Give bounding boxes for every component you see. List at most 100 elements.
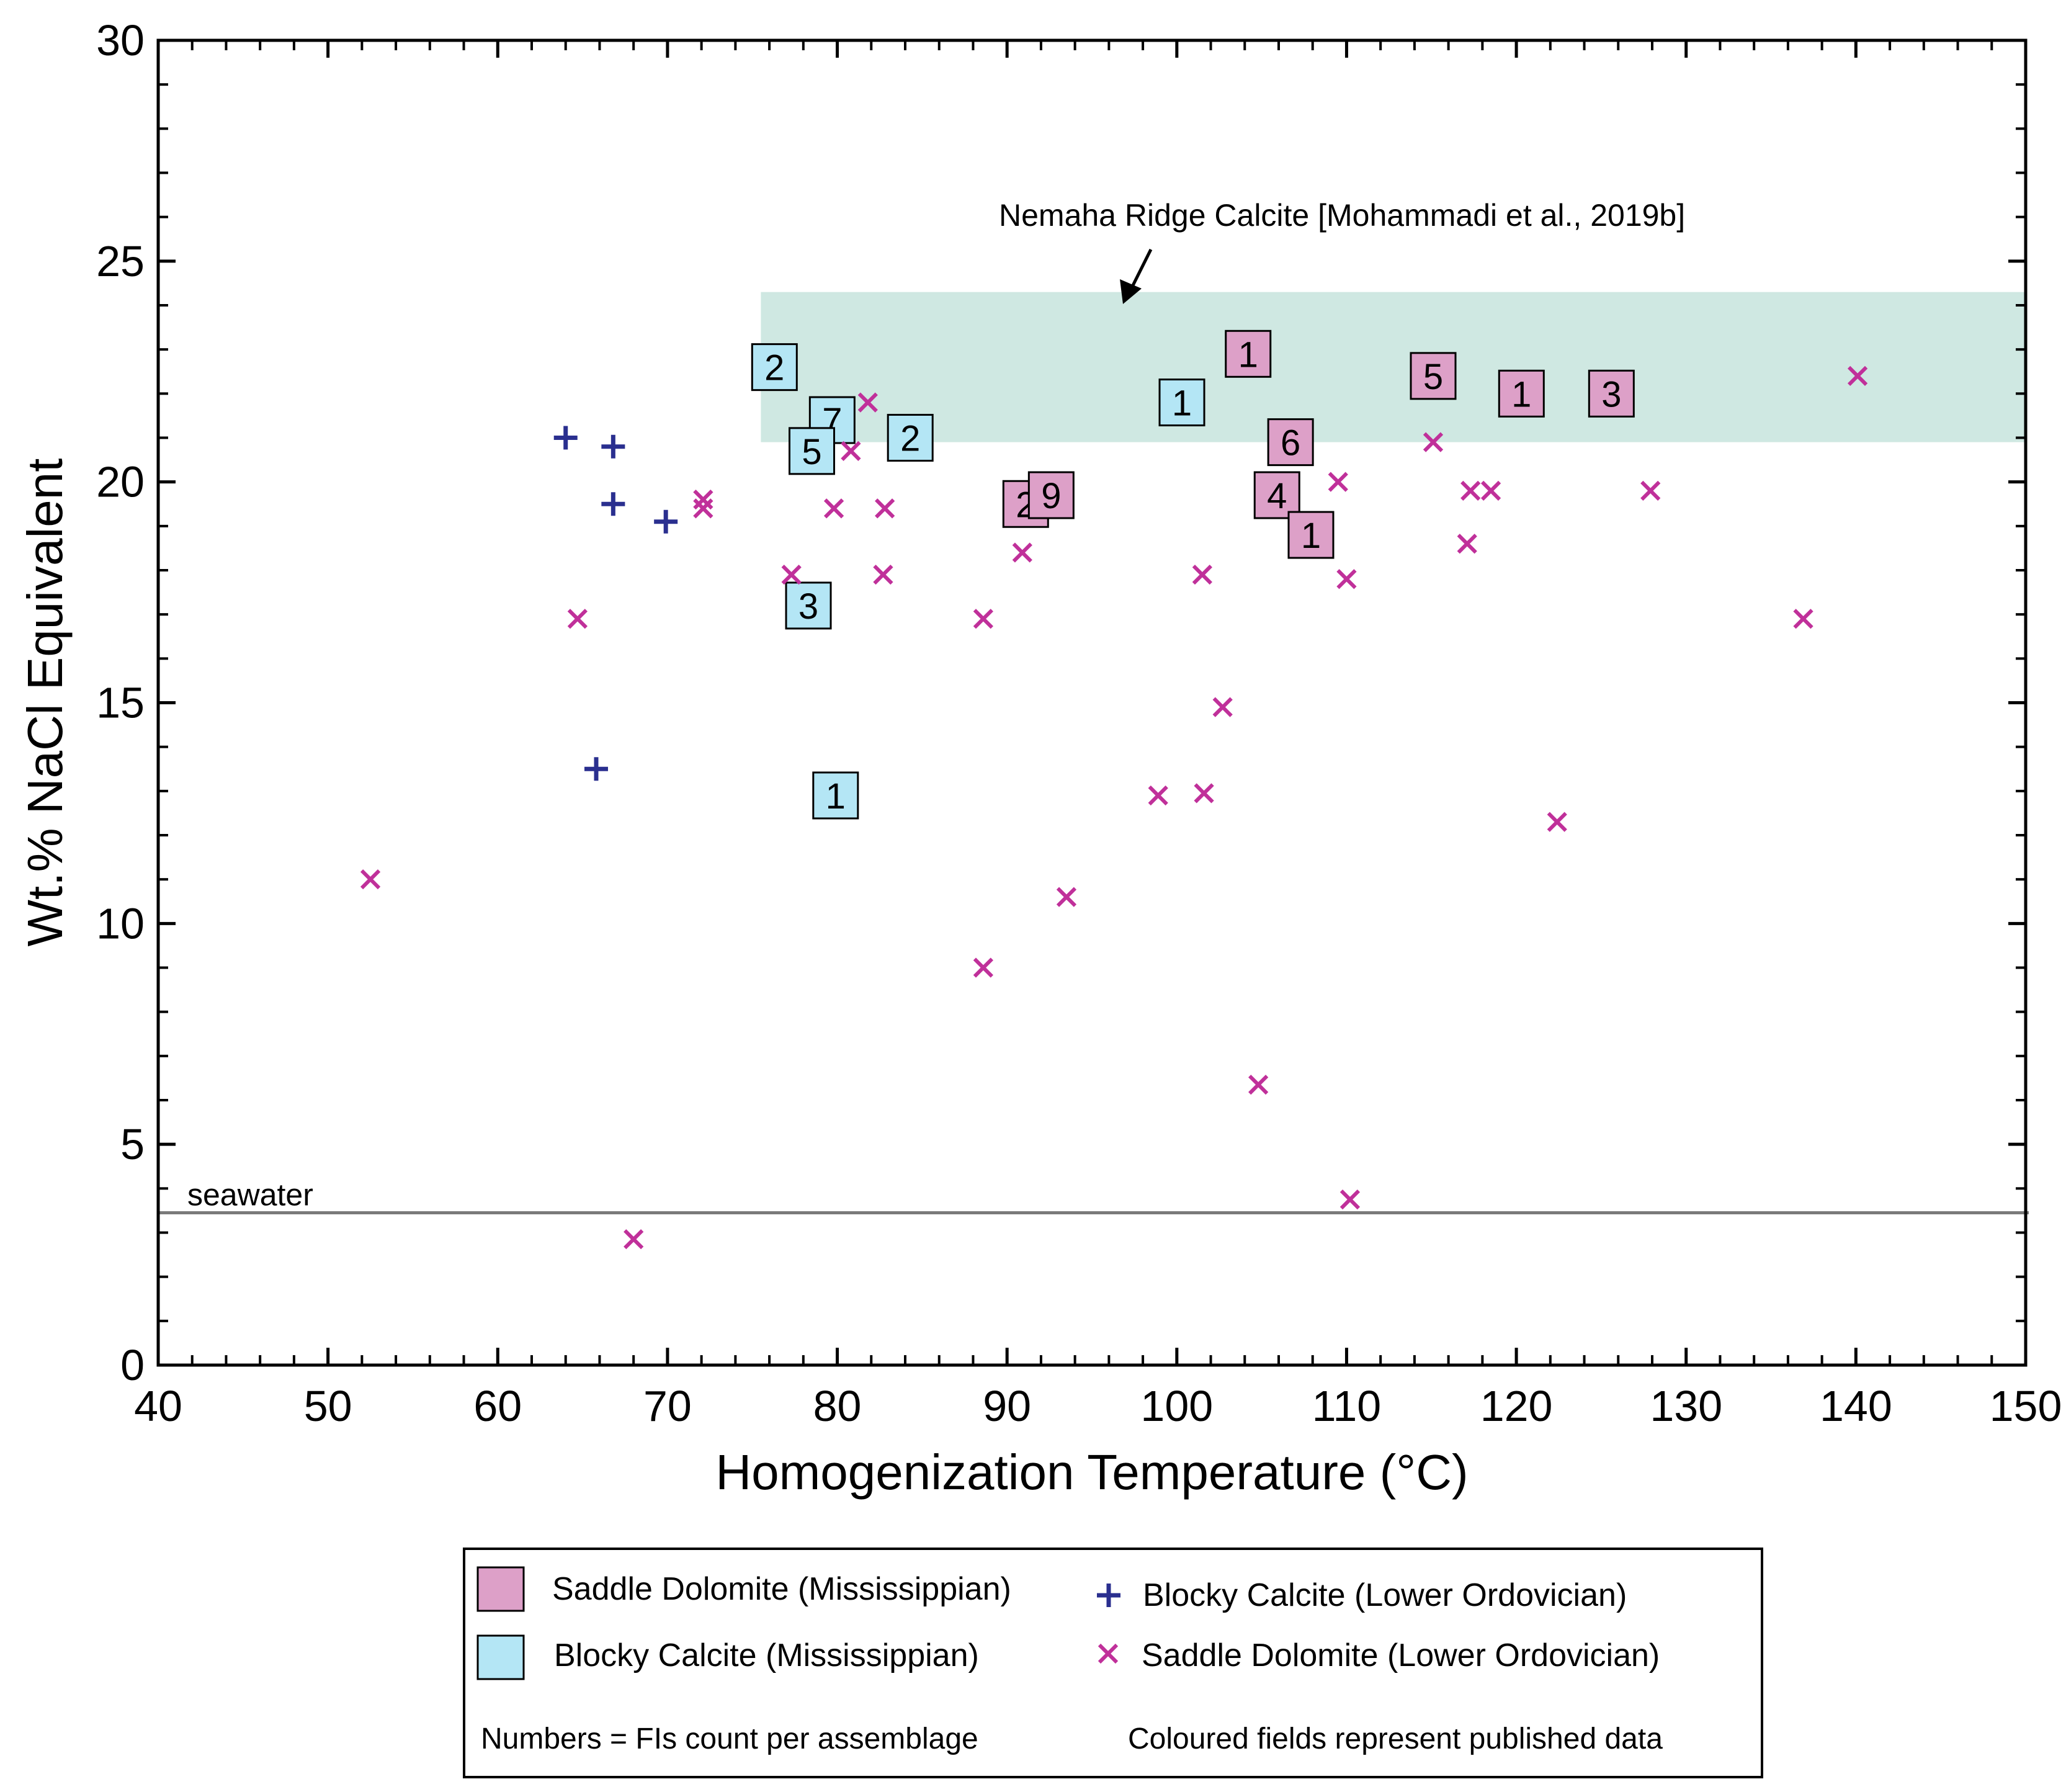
seawater-label: seawater (187, 1177, 313, 1212)
x-tick-label: 100 (1140, 1382, 1213, 1430)
field-arrow-shaft (1129, 248, 1153, 292)
x-tick-label: 50 (304, 1382, 352, 1430)
legend-marker-plus (1097, 1584, 1120, 1607)
x-tick-label: 130 (1650, 1382, 1722, 1430)
blocky-calcite-mississippian-square (1158, 379, 1205, 427)
plot-background (158, 40, 2026, 1365)
x-tick-label: 150 (1990, 1382, 2062, 1430)
saddle-dolomite-lower-ordovician-point (1212, 697, 1233, 717)
saddle-dolomite-lower-ordovician-point (693, 490, 713, 510)
nemaha-ridge-field (761, 292, 2026, 442)
saddle-dolomite-lower-ordovician-point (1248, 1074, 1269, 1095)
saddle-dolomite-lower-ordovician-point (1192, 564, 1212, 585)
saddle-dolomite-lower-ordovician-point (1012, 542, 1032, 563)
saddle-dolomite-lower-ordovician-point (857, 392, 878, 413)
saddle-dolomite-lower-ordovician-point (1194, 783, 1214, 804)
saddle-dolomite-mississippian-square (1253, 471, 1300, 519)
y-tick-label: 10 (96, 899, 145, 948)
blocky-calcite-mississippian-count-label: 3 (798, 586, 818, 627)
saddle-dolomite-lower-ordovician-point (567, 609, 588, 629)
blocky-calcite-lower-ordovician-point (601, 492, 625, 516)
saddle-dolomite-mississippian-square (1287, 511, 1335, 559)
annotation-layer: Nemaha Ridge Calcite [Mohammadi et al., … (999, 198, 1685, 304)
saddle-dolomite-mississippian-count-label: 3 (1601, 374, 1621, 414)
legend-note-fields: Coloured fields represent published data (1128, 1723, 1663, 1755)
x-tick-label: 140 (1820, 1382, 1892, 1430)
saddle-dolomite-mississippian-point: 3 (1588, 369, 1635, 418)
legend-swatch-saddle-dolomite-mississippian (476, 1566, 525, 1612)
saddle-dolomite-lower-ordovician-point (624, 1229, 644, 1250)
y-tick-label: 20 (96, 458, 145, 506)
blocky-calcite-mississippian-square (887, 414, 934, 462)
saddle-dolomite-mississippian-point: 1 (1225, 329, 1272, 378)
blocky-calcite-mississippian-point: 5 (789, 427, 835, 475)
y-tick-label: 0 (120, 1341, 145, 1389)
saddle-dolomite-mississippian-count-label: 1 (1238, 334, 1258, 375)
legend-label-saddle-dolomite-lower-ordovician: Saddle Dolomite (Lower Ordovician) (1142, 1637, 1660, 1673)
saddle-dolomite-mississippian-count-label: 6 (1281, 423, 1300, 464)
reference-line-layer: seawater (158, 1177, 2029, 1214)
saddle-dolomite-lower-ordovician-point (1339, 1189, 1361, 1210)
blocky-calcite-mississippian-point: 1 (812, 771, 859, 820)
saddle-dolomite-lower-ordovician-point (973, 957, 993, 978)
x-tick-label: 60 (473, 1382, 522, 1430)
blocky-calcite-mississippian-count-label: 2 (764, 348, 784, 388)
x-tick-label: 80 (813, 1382, 862, 1430)
saddle-dolomite-lower-ordovician-point (1640, 480, 1661, 501)
y-axis-title: Wt.% NaCl Equivalent (17, 459, 73, 947)
legend-label-blocky-calcite-lower-ordovician: Blocky Calcite (Lower Ordovician) (1143, 1577, 1627, 1613)
y-tick-label: 15 (96, 679, 145, 727)
saddle-dolomite-lower-ordovician-point (693, 498, 713, 519)
saddle-dolomite-mississippian-count-label: 9 (1041, 476, 1061, 516)
saddle-dolomite-mississippian-count-label: 5 (1423, 357, 1443, 397)
saddle-dolomite-lower-ordovician-point (1460, 480, 1481, 501)
saddle-dolomite-mississippian-point: 1 (1287, 511, 1335, 559)
saddle-dolomite-lower-ordovician-point (1793, 609, 1813, 629)
saddle-dolomite-lower-ordovician-point (873, 564, 893, 585)
saddle-dolomite-mississippian-square (1588, 369, 1635, 418)
blocky-calcite-mississippian-square (789, 427, 835, 475)
blocky-calcite-mississippian-square (812, 771, 859, 820)
legend-label-saddle-dolomite-mississippian: Saddle Dolomite (Mississippian) (552, 1571, 1011, 1607)
blocky-calcite-mississippian-square (785, 581, 832, 630)
y-tick-label: 30 (96, 16, 145, 65)
legend-marker-cross (1098, 1643, 1119, 1664)
y-tick-label: 25 (96, 237, 145, 285)
saddle-dolomite-mississippian-point: 6 (1267, 418, 1314, 467)
blocky-calcite-lower-ordovician-point (601, 434, 625, 459)
saddle-dolomite-lower-ordovician-point (1547, 812, 1567, 832)
blocky-calcite-mississippian-point: 2 (887, 414, 934, 462)
blocky-calcite-lower-ordovician-point (584, 757, 608, 781)
y-tick-label: 5 (120, 1120, 145, 1168)
blocky-calcite-mississippian-count-label: 2 (900, 419, 920, 459)
saddle-dolomite-mississippian-square (1225, 329, 1272, 378)
saddle-dolomite-mississippian-square (1410, 352, 1457, 400)
saddle-dolomite-mississippian-count-label: 4 (1267, 476, 1287, 516)
saddle-dolomite-mississippian-point: 5 (1410, 352, 1457, 400)
blocky-calcite-lower-ordovician-point (654, 509, 678, 534)
saddle-dolomite-lower-ordovician-point (841, 441, 861, 461)
saddle-dolomite-mississippian-square (1498, 369, 1545, 418)
saddle-dolomite-lower-ordovician-point (973, 609, 993, 629)
x-axis-title: Homogenization Temperature (°C) (715, 1445, 1468, 1500)
x-tick-label: 110 (1312, 1382, 1382, 1430)
legend: Saddle Dolomite (Mississippian) Blocky C… (463, 1548, 1763, 1778)
blocky-calcite-mississippian-count-label: 5 (802, 432, 821, 472)
saddle-dolomite-lower-ordovician-point (781, 564, 802, 585)
blocky-calcite-mississippian-point: 3 (785, 581, 832, 630)
x-tick-label: 70 (643, 1382, 692, 1430)
blocky-calcite-lower-ordovician-point (553, 426, 578, 450)
blocky-calcite-mississippian-count-label: 1 (1172, 383, 1192, 424)
saddle-dolomite-lower-ordovician-point (1328, 472, 1348, 492)
ticks-layer: 40 50 60 70 80 90 100 110 120 130 140 1500510152025… (96, 16, 2062, 1430)
saddle-dolomite-lower-ordovician-point (1480, 480, 1501, 501)
saddle-dolomite-lower-ordovician-point (823, 498, 844, 519)
legend-label-blocky-calcite-mississippian: Blocky Calcite (Mississippian) (554, 1637, 979, 1673)
saddle-dolomite-lower-ordovician-point (1847, 365, 1868, 386)
saddle-dolomite-lower-ordovician-point (1336, 569, 1357, 589)
blocky-calcite-mississippian-count-label: 1 (826, 776, 846, 817)
blocky-calcite-mississippian-square (751, 343, 798, 392)
x-tick-label: 40 (134, 1382, 182, 1430)
saddle-dolomite-mississippian-point: 4 (1253, 471, 1300, 519)
